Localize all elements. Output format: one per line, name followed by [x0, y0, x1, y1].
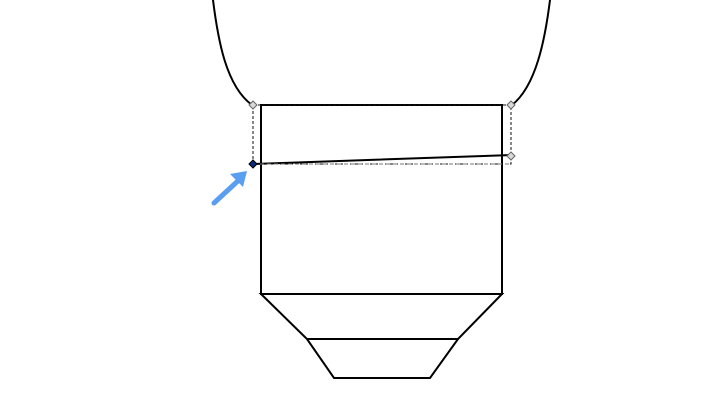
collar-slanted-line[interactable]: [252, 154, 513, 165]
handle-top-left[interactable]: [248, 100, 258, 110]
handle-bottom-left-active[interactable]: [248, 159, 258, 169]
bulb-outline-icon[interactable]: [212, 0, 551, 106]
selection-handles[interactable]: [248, 100, 516, 169]
arrow-pointer-icon: [211, 171, 247, 206]
handle-top-right[interactable]: [506, 100, 516, 110]
handle-mid-right[interactable]: [506, 151, 516, 161]
base-trapezoid[interactable]: [258, 293, 505, 379]
